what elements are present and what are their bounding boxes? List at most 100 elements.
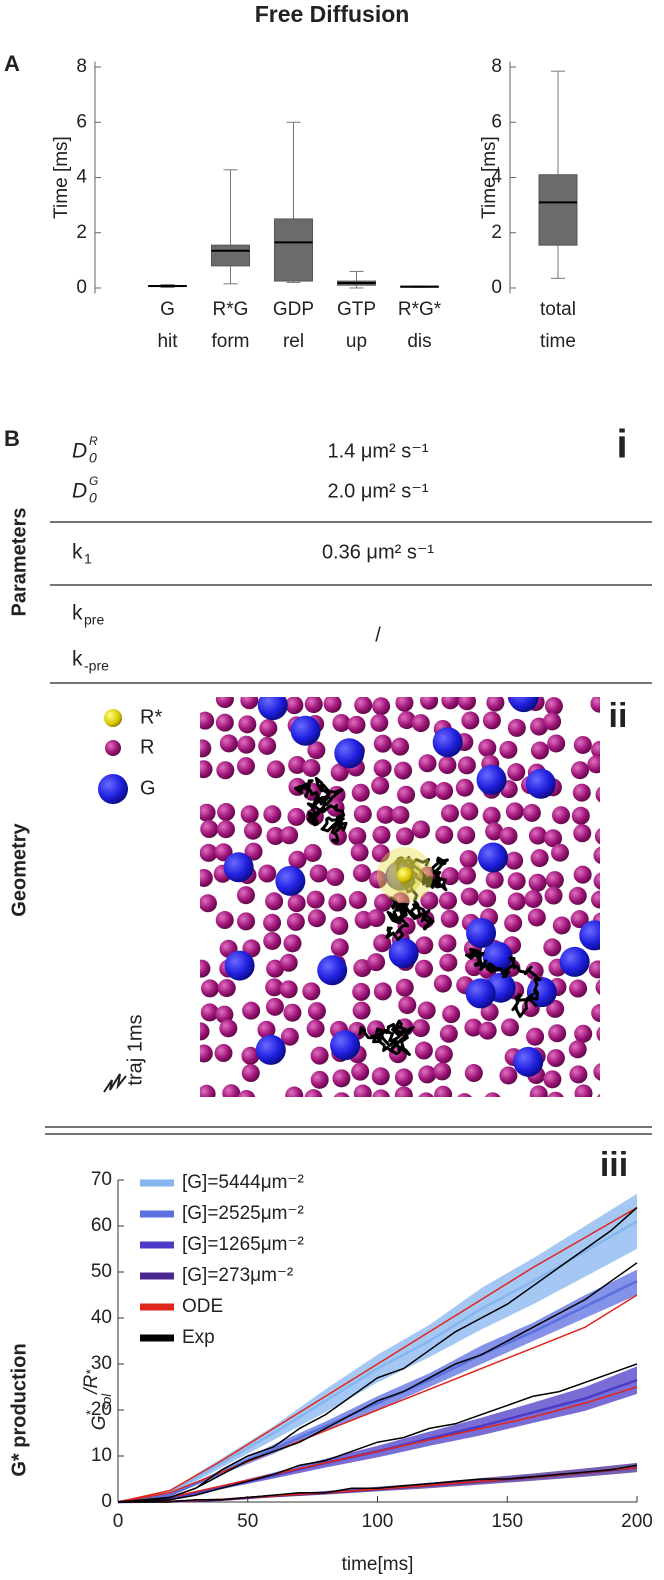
r-molecule [524,889,543,908]
r-molecule [391,737,410,756]
y-axis-label: Time [ms] [51,136,72,219]
box [538,174,578,246]
r-molecule [551,843,570,862]
r-molecule [370,713,389,732]
series-line [117,1386,638,1503]
r-molecule [330,938,349,957]
r-molecule [394,1068,413,1087]
r-molecule [417,1001,436,1020]
symbol-sub: pre [84,612,104,628]
y-tick-label: 0 [491,277,502,298]
y-tick-label: 4 [491,167,502,188]
r-molecule [543,938,562,957]
r-molecule [237,912,256,931]
r-molecule [460,802,479,821]
r-molecule [351,1062,370,1081]
r-molecule [569,979,588,998]
r-molecule [332,713,351,732]
geometry-image [200,697,600,1097]
r-molecule [200,979,219,998]
r-molecule [438,756,457,775]
r-molecule [415,936,434,955]
r-molecule [418,754,437,773]
x-tick-label: rel [283,331,304,352]
r-molecule [200,1022,210,1041]
r-molecule [265,978,284,997]
r-molecule [412,820,431,839]
r-molecule [507,718,526,737]
symbol-base: k [72,541,83,564]
r-molecule [595,979,600,995]
r-molecule [395,978,414,997]
r-molecule [280,826,299,845]
r-molecule [544,829,563,848]
r-molecule [461,711,480,730]
series-line [117,1206,638,1503]
r-molecule [373,982,392,1001]
trajectory [421,856,449,892]
r-molecule [439,1024,458,1043]
r-molecule [326,868,345,887]
r-molecule [570,910,589,929]
r-molecule [350,843,369,862]
r-molecule [266,826,285,845]
r-molecule [200,843,218,862]
x-tick-label: up [346,331,367,352]
r-molecule [543,712,562,731]
trajectory [294,776,348,845]
r-molecule [478,1021,497,1040]
legend-label: R [140,736,154,758]
r-molecule [241,1046,260,1065]
r-molecule [593,872,600,890]
r-molecule [439,891,458,910]
legend-label: [G]=1265μm⁻² [182,1234,304,1255]
r-molecule [571,761,590,780]
r-molecule [394,1086,413,1097]
r-molecule [200,868,213,887]
r-molecule [200,1084,216,1097]
r-molecule [200,1044,213,1063]
y-tick-label: 6 [491,111,502,132]
r-molecule [258,864,277,883]
r-molecule [240,697,259,710]
r-molecule [217,802,236,821]
r-molecule [590,697,600,713]
symbol-base: D [72,480,87,503]
r-molecule [457,756,476,775]
r-molecule [530,741,549,760]
r-molecule [367,953,386,972]
g-molecule [579,920,600,951]
g-molecule [330,1030,361,1061]
r-molecule [433,974,452,993]
r-molecule [442,1005,461,1024]
trajectory [357,1019,415,1056]
r-molecule [568,1040,587,1059]
r-molecule [200,959,211,978]
row-label: Parameters [8,508,30,617]
r-molecule [530,849,549,868]
r-molecule [283,1003,302,1022]
r-molecule [411,1019,430,1038]
r-molecule [200,711,215,730]
r-molecule [482,806,501,825]
legend-label: [G]=273μm⁻² [182,1265,293,1286]
legend-label: G [140,777,156,799]
trajectory-icon [103,1073,127,1093]
r-molecule [522,803,541,822]
r-molecule [434,1045,453,1064]
r-molecule [459,850,478,869]
r-molecule [244,842,263,861]
g-molecule [388,938,419,969]
r-molecule [304,1089,323,1097]
r-molecule [572,783,591,802]
x-axis-label: time[ms] [342,1554,414,1575]
symbol-sub: 0 [89,450,97,466]
x-tick-label: time [540,331,576,352]
figure-title: Free Diffusion [255,1,410,27]
r-molecule [238,715,257,734]
r-molecule [547,1091,564,1097]
r-molecule [266,959,285,978]
trajectory-label: traj 1ms [124,1014,146,1085]
x-tick-label: total [540,299,576,320]
